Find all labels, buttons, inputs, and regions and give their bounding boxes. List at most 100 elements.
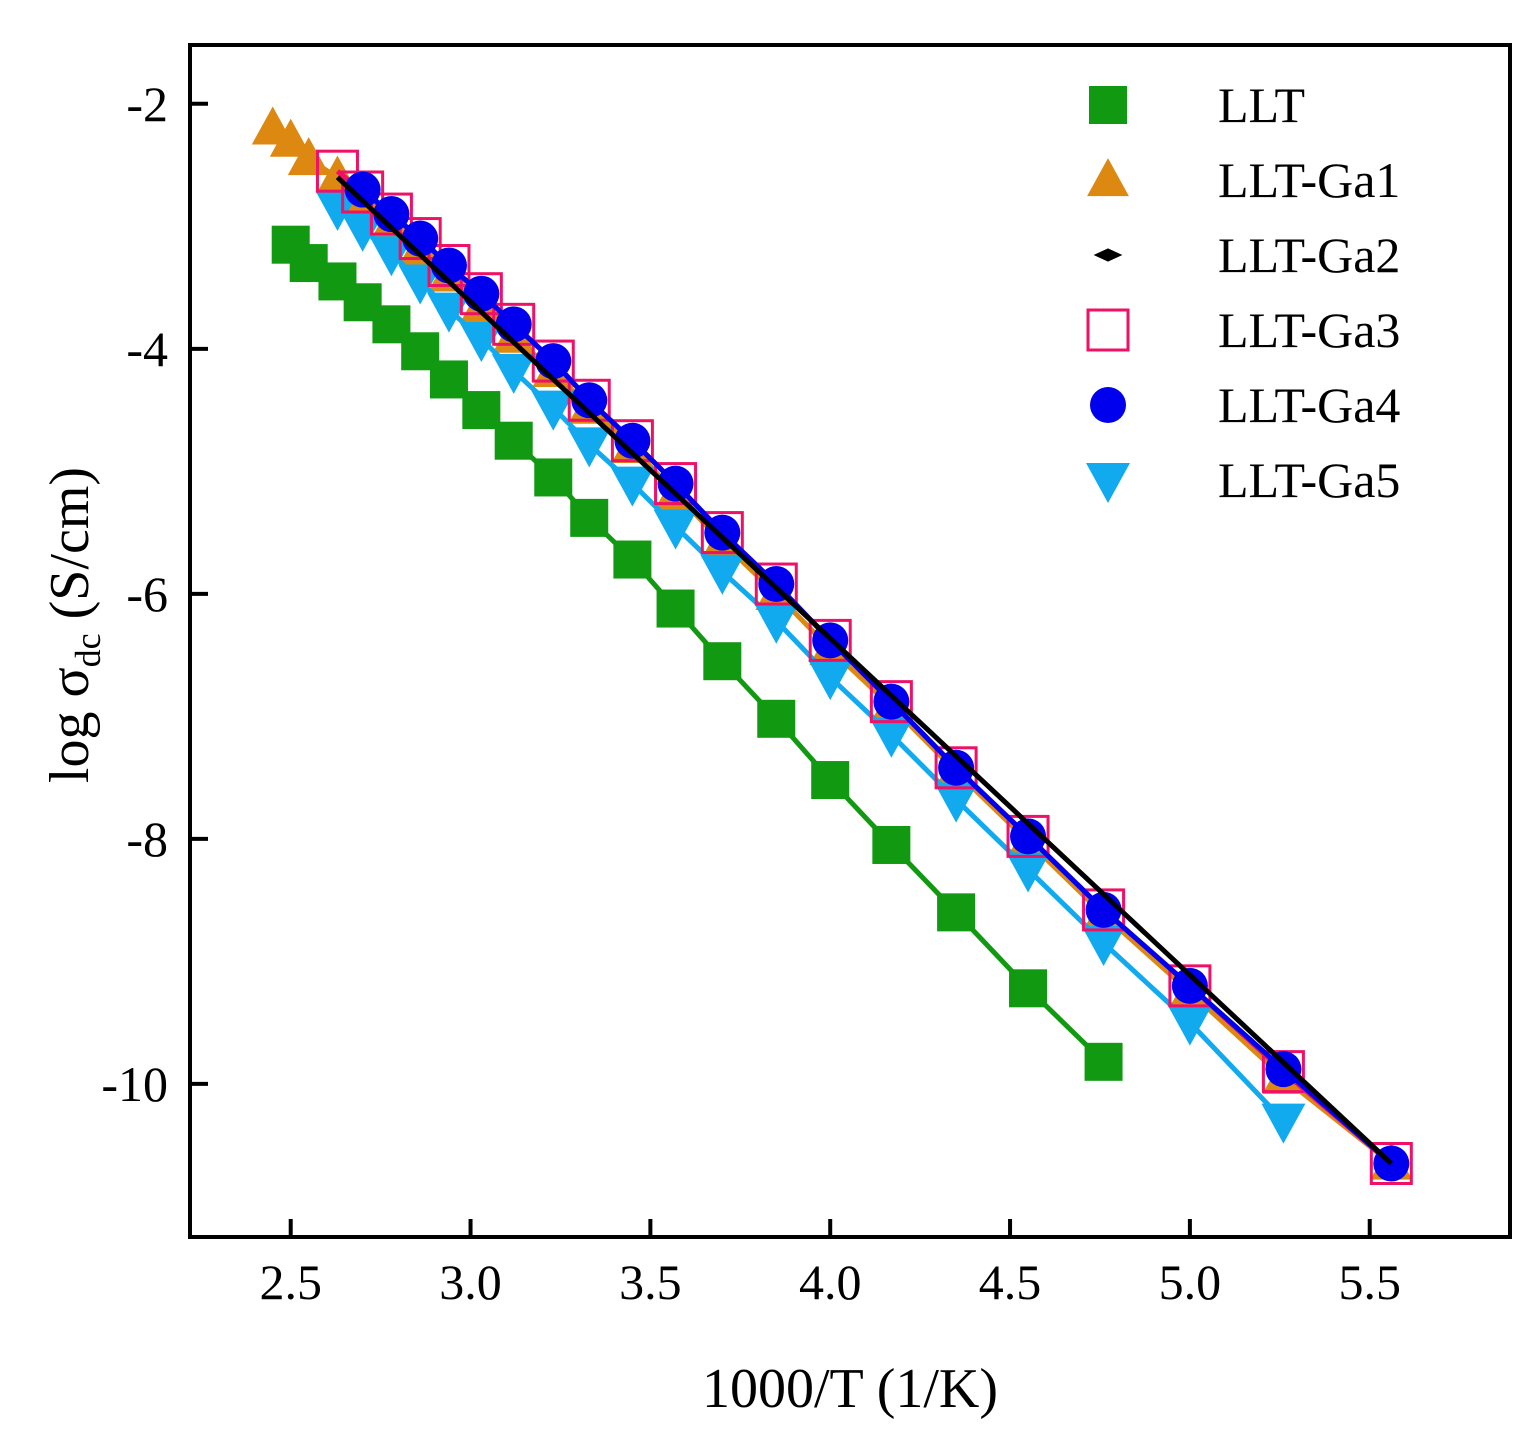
data-point-llt [570,498,609,537]
data-point-llt [462,391,501,430]
legend-label-llt-ga1: LLT-Ga1 [1218,152,1400,208]
data-point-llt-ga3 [567,378,611,422]
x-axis-label: 1000/T (1/K) [702,1358,998,1420]
data-point-llt [872,825,911,864]
data-point-llt-ga5 [531,390,576,431]
y-axis-label-unit: (S/cm) [39,467,101,633]
y-axis-label-subscript: dc [68,633,108,667]
data-point-llt-ga4 [535,343,572,380]
data-point-llt-ga5 [398,264,443,305]
data-point-llt-ga4 [938,749,975,786]
data-point-llt-ga5 [808,660,853,701]
data-point-llt [534,458,573,497]
plot-frame [188,43,1512,1239]
x-tick-label: 2.5 [259,1254,322,1310]
series-line-llt-ga2 [335,175,1394,1166]
data-point-llt-ga3 [1168,964,1212,1008]
x-tick-label: 4.0 [799,1254,862,1310]
data-point-llt-ga5 [754,603,799,644]
data-point-llt-ga3 [808,618,852,662]
data-point-llt-ga5 [869,717,914,758]
data-point-llt-ga4 [873,683,910,720]
data-point-llt-ga5 [491,353,536,394]
data-point-llt [757,699,796,738]
data-point-llt [811,761,850,800]
data-point-llt [494,421,533,460]
data-point-llt-ga4 [495,306,532,343]
data-point-llt-ga4 [463,275,500,312]
data-point-llt-ga5 [315,190,360,231]
data-layer [251,106,1413,1185]
data-point-llt-ga5 [934,782,979,823]
x-axis-ticks: 2.5 3.0 3.5 4.0 4.5 5.0 5.5 [259,1219,1401,1310]
x-tick-label: 3.0 [439,1254,502,1310]
data-point-llt-ga4 [402,220,439,257]
data-point-llt-ga5 [369,236,414,277]
series-llt-ga5 [315,190,1306,1144]
x-tick-label: 3.5 [619,1254,682,1310]
data-point-llt-ga4 [657,465,694,502]
data-point-llt-ga5 [340,211,385,252]
legend-marker-llt-ga3 [1086,308,1130,352]
data-point-llt-ga5 [567,427,612,468]
legend-marker-llt-ga4 [1090,387,1126,423]
legend-label-llt-ga5: LLT-Ga5 [1218,452,1400,508]
data-point-llt [613,540,652,579]
legend-label-llt-ga3: LLT-Ga3 [1218,302,1400,358]
y-tick-label: -8 [126,811,168,867]
data-point-llt-ga5 [1081,925,1126,966]
data-point-llt-ga5 [653,509,698,550]
series-llt-ga4 [344,171,1410,1182]
data-point-llt-ga3 [610,419,654,463]
data-point-llt-ga3 [369,192,413,236]
series-llt [271,225,1123,1081]
data-point-llt-ga3 [934,746,978,790]
y-axis-ticks: -2 -4 -6 -8 -10 [101,76,208,1112]
legend-marker-llt [1089,86,1127,124]
data-point-llt-ga5 [1006,852,1051,893]
data-point-llt-ga4 [1010,818,1047,855]
data-point-llt-ga5 [610,466,655,507]
data-point-llt-ga5 [1167,1005,1212,1046]
data-point-llt-ga5 [1261,1103,1306,1144]
legend: LLT LLT-Ga1 LLT-Ga2 LLT-Ga3 LLT-Ga4 LLT-Ga5 [1086,77,1400,508]
data-point-llt-ga3 [654,462,698,506]
x-tick-label: 5.5 [1338,1254,1401,1310]
y-tick-label: -4 [126,321,168,377]
data-point-llt-ga4 [344,171,381,208]
data-point-llt-ga1 [287,137,330,176]
data-point-llt-ga4 [430,247,467,284]
y-axis-label: log σdc (S/cm) [39,467,108,783]
data-point-llt-ga4 [614,422,651,459]
data-point-llt-ga4 [1171,967,1208,1004]
data-point-llt [703,642,742,681]
data-point-llt [937,893,976,932]
x-tick-label: 5.0 [1159,1254,1222,1310]
data-point-llt-ga4 [571,382,608,419]
y-tick-label: -6 [126,566,168,622]
x-tick-label: 4.5 [979,1254,1042,1310]
legend-label-llt-ga4: LLT-Ga4 [1218,377,1400,433]
data-point-llt-ga4 [373,196,410,233]
data-point-llt-ga3 [754,562,798,606]
data-point-llt [1009,969,1048,1008]
data-point-llt [429,360,468,399]
legend-label-llt-ga2: LLT-Ga2 [1218,227,1400,283]
legend-label-llt: LLT [1218,77,1305,133]
data-point-llt-ga3 [1006,814,1050,858]
data-point-llt-ga3 [700,511,744,555]
legend-marker-llt-ga5 [1086,463,1130,503]
data-point-llt-ga1 [269,118,312,157]
data-point-llt-ga4 [1265,1051,1302,1088]
data-point-llt [656,589,695,628]
y-tick-label: -10 [101,1056,168,1112]
data-point-llt-ga4 [704,514,741,551]
data-point-llt [1084,1042,1123,1081]
legend-marker-llt-ga1 [1087,158,1129,197]
series-llt-ga2 [335,175,1394,1166]
y-axis-label-main: log σ [39,667,101,783]
data-point-llt-ga3 [1369,1141,1413,1185]
y-tick-label: -2 [126,76,168,132]
data-point-llt-ga5 [700,554,745,595]
